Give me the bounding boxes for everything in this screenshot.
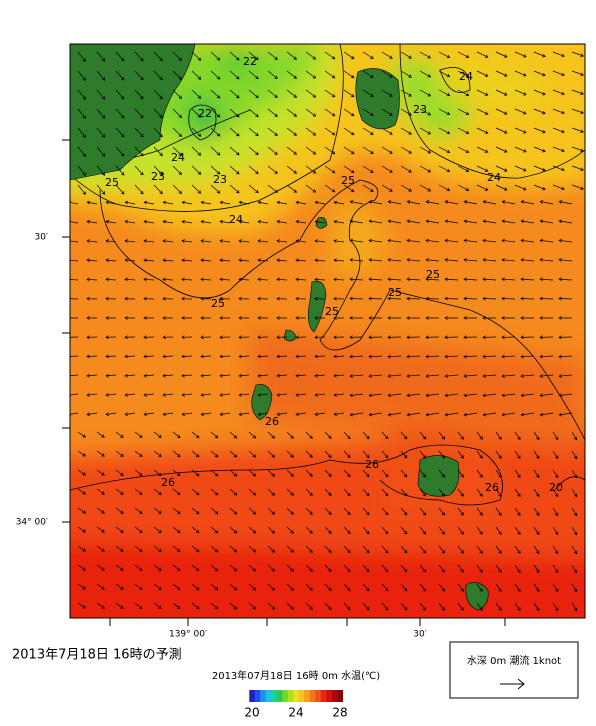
colorbar-cell	[337, 690, 344, 702]
contour-label: 24	[487, 171, 501, 184]
colorbar-cell	[309, 690, 316, 702]
contour-label: 23	[151, 170, 165, 183]
temperature-field	[70, 44, 585, 618]
colorbar-cell	[298, 690, 305, 702]
contour-labels: 22 22 23 23 23 24 24 24 25 25 24 25 25 25 26 26 26 26 20 25	[105, 55, 563, 494]
colorbar-cell	[276, 690, 283, 702]
contour-label: 23	[213, 173, 227, 186]
contour-label: 24	[229, 213, 243, 226]
contour-label: 23	[413, 103, 427, 116]
current-legend-label: 水深 0m 潮流 1knot	[467, 654, 561, 667]
current-legend-box	[449, 641, 579, 699]
contour-label: 25	[426, 268, 440, 281]
contour-label: 25	[388, 286, 402, 299]
colorbar-cell	[293, 690, 300, 702]
lon-label: 30′	[413, 630, 427, 640]
colorbar-tick-label: 20	[244, 706, 259, 720]
colorbar-cell	[320, 690, 327, 702]
frame-ticks	[62, 139, 506, 626]
lat-label: 34° 00′	[16, 518, 48, 528]
colorbar-cell	[326, 690, 333, 702]
contour-label: 25	[325, 305, 339, 318]
lat-label: 30′	[35, 233, 49, 243]
colorbar-cell	[315, 690, 322, 702]
colorbar-cell	[304, 690, 311, 702]
legend-caption: 2013年07月18日 16時 0m 水温(℃)	[212, 669, 380, 682]
colorbar-cell	[282, 690, 289, 702]
contour-label: 22	[198, 107, 212, 120]
contour-label: 25	[211, 297, 225, 310]
contour-label: 26	[161, 476, 175, 489]
contour-label: 24	[171, 151, 185, 164]
colorbar-cell	[265, 690, 272, 702]
colorbar-tick-label: 24	[288, 706, 303, 720]
colorbar-tick-label: 28	[332, 706, 347, 720]
lon-label: 139° 00′	[169, 630, 207, 640]
contour-label: 24	[459, 70, 473, 83]
contour-label: 20	[549, 481, 563, 494]
current-arrow-field	[70, 51, 584, 612]
map: 22 22 23 23 23 24 24 24 25 25 24 25 25 25 26 26 26 26 20 25	[70, 44, 585, 618]
map-frame	[69, 43, 586, 619]
colorbar-cell	[249, 690, 256, 702]
contour-label: 26	[265, 415, 279, 428]
current-legend-arrow	[500, 678, 525, 690]
colorbar-cell	[287, 690, 294, 702]
contour-label: 25	[341, 174, 355, 187]
colorbar-cell	[260, 690, 267, 702]
contour-label: 25	[105, 176, 119, 189]
colorbar-cell	[271, 690, 278, 702]
current-arrows	[70, 51, 584, 612]
contour-label: 26	[365, 458, 379, 471]
forecast-title: 2013年7月18日 16時の予測	[12, 648, 182, 663]
colorbar-cell	[254, 690, 261, 702]
contour-label: 26	[485, 481, 499, 494]
colorbar-cell	[331, 690, 338, 702]
islands	[70, 44, 489, 611]
colorbar: 20 24 28	[244, 690, 348, 720]
contour-label: 22	[243, 55, 257, 68]
